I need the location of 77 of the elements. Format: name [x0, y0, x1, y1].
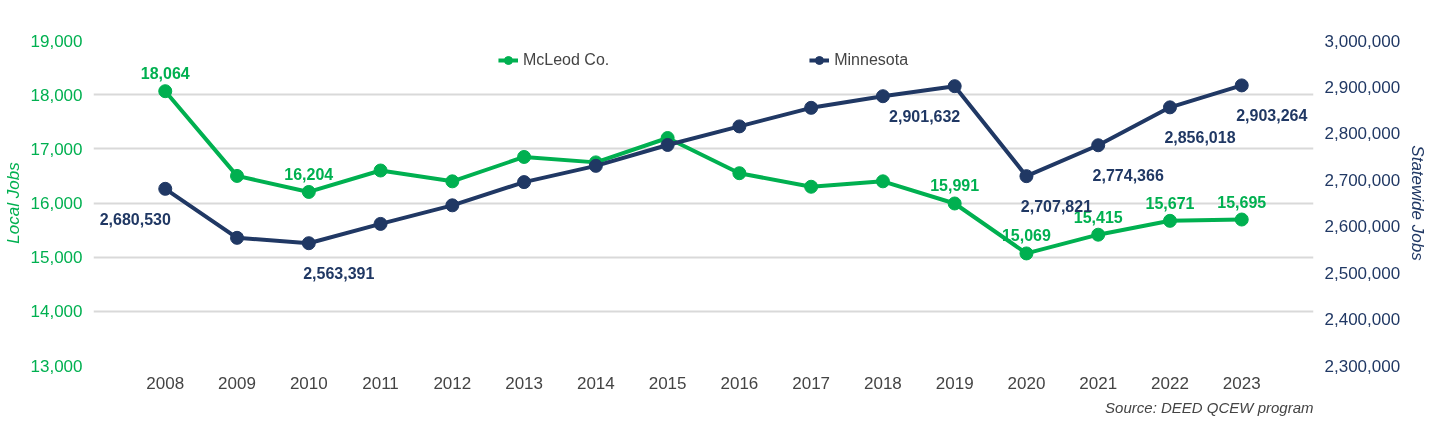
x-tick-label: 2020	[1007, 373, 1046, 393]
x-tick-label: 2014	[576, 373, 615, 393]
x-tick-label: 2012	[433, 373, 472, 393]
point	[301, 236, 316, 251]
x-tick-label: 2022	[1151, 373, 1189, 393]
point	[445, 174, 460, 189]
point	[1234, 212, 1249, 227]
point	[1091, 227, 1106, 242]
y2-tick-label: 2,500,000	[1324, 263, 1401, 283]
point	[230, 168, 245, 183]
data-label: 2,903,264	[1236, 107, 1308, 125]
x-tick-label: 2008	[146, 373, 185, 393]
point	[373, 216, 388, 231]
x-tick-label: 2017	[792, 373, 831, 393]
legend-label: Minnesota	[834, 51, 909, 69]
point	[947, 79, 962, 94]
point	[875, 89, 890, 104]
data-label: 2,680,530	[99, 210, 171, 228]
y2-axis-title: Statewide Jobs	[1408, 145, 1428, 262]
data-label: 15,695	[1217, 193, 1267, 211]
point	[1091, 138, 1106, 153]
point	[947, 196, 962, 211]
y2-tick-label: 2,400,000	[1324, 310, 1401, 330]
source-note: Source: DEED QCEW program	[1105, 398, 1314, 416]
point	[517, 149, 532, 164]
point	[158, 84, 173, 99]
point	[1162, 213, 1177, 228]
data-label: 16,204	[284, 165, 334, 183]
data-label: 15,991	[930, 177, 980, 195]
point	[1019, 246, 1034, 261]
data-label: 15,069	[1001, 227, 1052, 245]
x-tick-label: 2010	[289, 373, 328, 393]
x-tick-label: 2009	[218, 373, 256, 393]
point	[445, 198, 460, 213]
y2-tick-label: 2,600,000	[1324, 217, 1401, 237]
x-tick-label: 2023	[1222, 373, 1261, 393]
point	[517, 175, 532, 190]
y2-tick-label: 3,000,000	[1324, 31, 1401, 51]
x-tick-label: 2019	[935, 373, 974, 393]
y-tick-label: 17,000	[30, 139, 83, 159]
data-label: 18,064	[140, 65, 190, 83]
data-label: 15,671	[1145, 194, 1195, 212]
y-tick-label: 13,000	[30, 356, 83, 376]
x-tick-label: 2011	[362, 373, 399, 393]
data-label: 2,563,391	[303, 265, 375, 283]
point	[158, 181, 173, 196]
data-label: 2,856,018	[1164, 129, 1236, 147]
y-tick-label: 14,000	[30, 302, 83, 322]
y-axis-title: Local Jobs	[3, 161, 23, 244]
x-tick-label: 2021	[1079, 373, 1118, 393]
legend-label: McLeod Co.	[522, 51, 610, 69]
point	[301, 184, 316, 199]
y2-tick-label: 2,300,000	[1324, 356, 1401, 376]
point	[804, 179, 819, 194]
y-tick-label: 19,000	[30, 31, 83, 51]
data-label: 2,901,632	[889, 108, 961, 126]
point	[230, 230, 245, 245]
x-tick-label: 2016	[720, 373, 759, 393]
y-tick-label: 18,000	[30, 85, 83, 105]
point	[732, 166, 747, 181]
x-tick-label: 2018	[864, 373, 902, 393]
point	[1162, 100, 1177, 115]
point	[373, 163, 388, 178]
y2-tick-label: 2,800,000	[1324, 124, 1401, 144]
x-tick-label: 2013	[505, 373, 544, 393]
point	[660, 137, 675, 152]
point	[732, 119, 747, 134]
point	[804, 100, 819, 115]
data-label: 2,774,366	[1092, 167, 1164, 185]
y2-tick-label: 2,900,000	[1324, 77, 1401, 97]
x-tick-label: 2015	[648, 373, 687, 393]
point	[875, 174, 890, 189]
y-tick-label: 15,000	[30, 248, 83, 268]
y2-tick-label: 2,700,000	[1324, 170, 1401, 190]
y-tick-label: 16,000	[30, 194, 83, 213]
point	[1234, 78, 1249, 93]
point	[1019, 169, 1034, 184]
